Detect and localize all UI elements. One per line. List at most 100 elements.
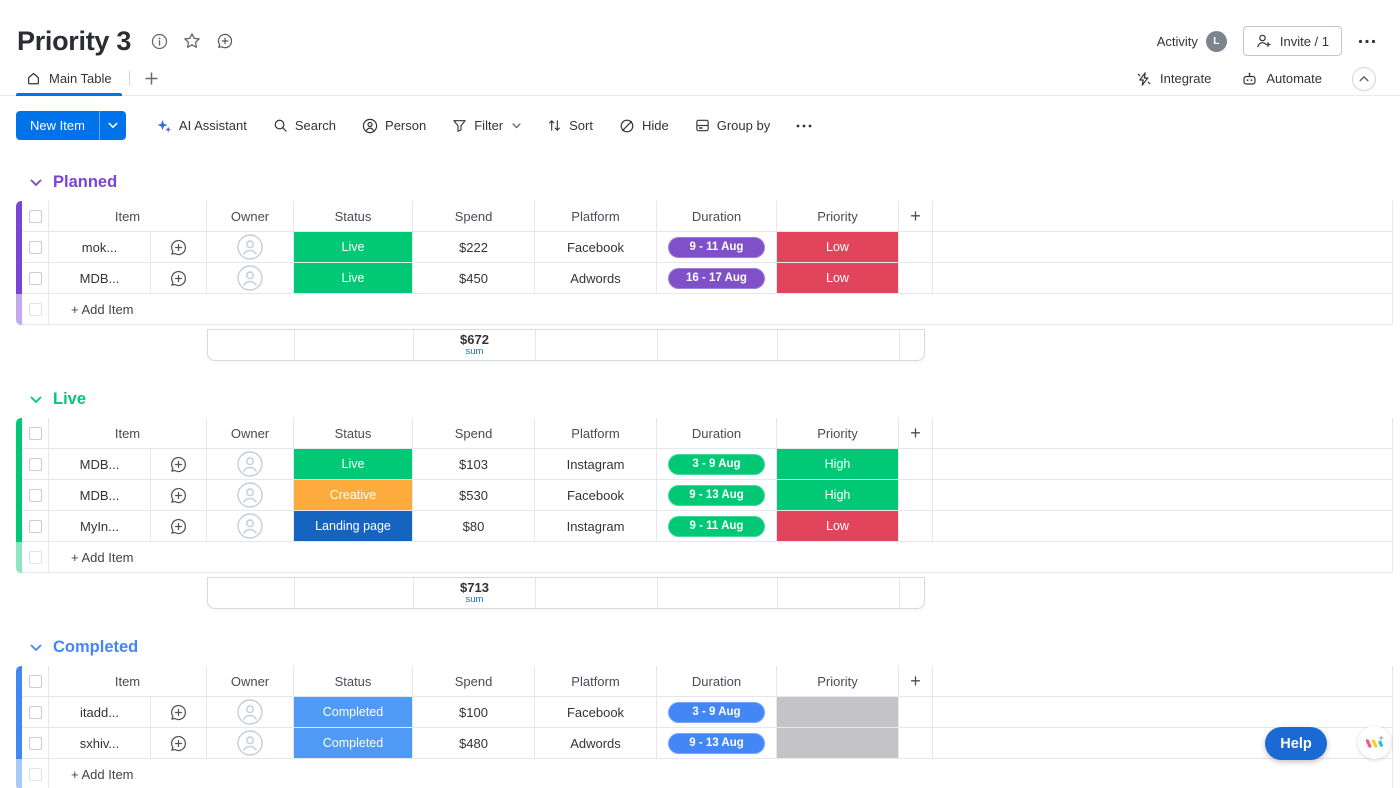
new-item-dropdown[interactable]: [98, 111, 126, 140]
duration-cell[interactable]: 16 - 17 Aug: [657, 263, 777, 294]
column-header-duration[interactable]: Duration: [657, 666, 777, 697]
search-button[interactable]: Search: [263, 111, 346, 140]
column-header-item[interactable]: Item: [49, 201, 207, 232]
item-name[interactable]: MyIn...: [49, 511, 151, 542]
column-header-status[interactable]: Status: [294, 201, 413, 232]
row-checkbox[interactable]: [22, 697, 49, 728]
open-conversation-button[interactable]: [151, 480, 207, 511]
priority-cell[interactable]: High: [777, 480, 899, 511]
platform-cell[interactable]: Facebook: [535, 697, 657, 728]
row-checkbox[interactable]: [22, 449, 49, 480]
spend-cell[interactable]: $103: [413, 449, 535, 480]
owner-cell[interactable]: [207, 232, 294, 263]
item-name[interactable]: mok...: [49, 232, 151, 263]
owner-cell[interactable]: [207, 480, 294, 511]
spend-cell[interactable]: $100: [413, 697, 535, 728]
row-checkbox[interactable]: [22, 728, 49, 759]
status-cell[interactable]: Completed: [294, 697, 413, 728]
column-header-owner[interactable]: Owner: [207, 418, 294, 449]
select-all-checkbox[interactable]: [22, 666, 49, 697]
column-header-platform[interactable]: Platform: [535, 666, 657, 697]
ai-assistant-button[interactable]: AI Assistant: [146, 111, 257, 140]
new-item-button[interactable]: New Item: [16, 111, 126, 140]
filter-dropdown-icon[interactable]: [512, 123, 521, 129]
collapse-header-button[interactable]: [1352, 66, 1376, 91]
integrate-button[interactable]: Integrate: [1136, 71, 1211, 87]
group-title[interactable]: Planned: [53, 173, 118, 191]
platform-cell[interactable]: Instagram: [535, 449, 657, 480]
open-conversation-button[interactable]: [151, 449, 207, 480]
status-cell[interactable]: Completed: [294, 728, 413, 759]
duration-pill[interactable]: 9 - 13 Aug: [668, 732, 765, 754]
duration-cell[interactable]: 9 - 11 Aug: [657, 511, 777, 542]
owner-cell[interactable]: [207, 449, 294, 480]
status-cell[interactable]: Live: [294, 232, 413, 263]
column-header-duration[interactable]: Duration: [657, 201, 777, 232]
duration-cell[interactable]: 3 - 9 Aug: [657, 449, 777, 480]
more-options-icon[interactable]: [1358, 39, 1376, 44]
group-title[interactable]: Live: [53, 390, 87, 408]
group-title[interactable]: Completed: [53, 638, 139, 656]
priority-cell[interactable]: [777, 728, 899, 759]
column-header-priority[interactable]: Priority: [777, 666, 899, 697]
column-header-owner[interactable]: Owner: [207, 666, 294, 697]
row-checkbox[interactable]: [22, 232, 49, 263]
status-cell[interactable]: Live: [294, 263, 413, 294]
spend-cell[interactable]: $80: [413, 511, 535, 542]
platform-cell[interactable]: Instagram: [535, 511, 657, 542]
platform-cell[interactable]: Adwords: [535, 263, 657, 294]
column-header-owner[interactable]: Owner: [207, 201, 294, 232]
add-column-button[interactable]: +: [899, 201, 933, 232]
help-button[interactable]: Help: [1265, 727, 1327, 760]
activity-button[interactable]: Activity L: [1157, 30, 1227, 52]
owner-cell[interactable]: [207, 697, 294, 728]
column-header-status[interactable]: Status: [294, 418, 413, 449]
open-conversation-button[interactable]: [151, 728, 207, 759]
duration-cell[interactable]: 9 - 13 Aug: [657, 728, 777, 759]
status-cell[interactable]: Landing page: [294, 511, 413, 542]
spend-cell[interactable]: $222: [413, 232, 535, 263]
column-header-spend[interactable]: Spend: [413, 418, 535, 449]
status-cell[interactable]: Live: [294, 449, 413, 480]
column-header-priority[interactable]: Priority: [777, 201, 899, 232]
spend-cell[interactable]: $450: [413, 263, 535, 294]
spend-cell[interactable]: $480: [413, 728, 535, 759]
hide-button[interactable]: Hide: [609, 111, 679, 140]
tab-main-table[interactable]: Main Table: [16, 62, 122, 96]
open-conversation-button[interactable]: [151, 511, 207, 542]
priority-cell[interactable]: High: [777, 449, 899, 480]
duration-pill[interactable]: 3 - 9 Aug: [668, 701, 765, 723]
select-all-checkbox[interactable]: [22, 418, 49, 449]
column-header-item[interactable]: Item: [49, 418, 207, 449]
filter-button[interactable]: Filter: [442, 111, 531, 140]
platform-cell[interactable]: Facebook: [535, 480, 657, 511]
column-header-spend[interactable]: Spend: [413, 201, 535, 232]
automate-button[interactable]: Automate: [1241, 71, 1322, 87]
column-header-platform[interactable]: Platform: [535, 201, 657, 232]
duration-pill[interactable]: 9 - 11 Aug: [668, 515, 765, 537]
duration-pill[interactable]: 9 - 11 Aug: [668, 236, 765, 258]
status-cell[interactable]: Creative: [294, 480, 413, 511]
item-name[interactable]: sxhiv...: [49, 728, 151, 759]
add-item-button[interactable]: + Add Item: [49, 294, 1393, 325]
column-header-item[interactable]: Item: [49, 666, 207, 697]
row-checkbox[interactable]: [22, 263, 49, 294]
platform-cell[interactable]: Facebook: [535, 232, 657, 263]
duration-pill[interactable]: 9 - 13 Aug: [668, 484, 765, 506]
sort-button[interactable]: Sort: [537, 111, 603, 140]
spend-cell[interactable]: $530: [413, 480, 535, 511]
item-name[interactable]: MDB...: [49, 480, 151, 511]
open-conversation-button[interactable]: [151, 232, 207, 263]
priority-cell[interactable]: Low: [777, 263, 899, 294]
priority-cell[interactable]: [777, 697, 899, 728]
duration-cell[interactable]: 9 - 13 Aug: [657, 480, 777, 511]
group-collapse-icon[interactable]: [30, 644, 42, 652]
group-by-button[interactable]: Group by: [685, 111, 780, 140]
toolbar-more-button[interactable]: [786, 111, 822, 140]
item-name[interactable]: itadd...: [49, 697, 151, 728]
star-icon[interactable]: [183, 32, 201, 50]
priority-cell[interactable]: Low: [777, 232, 899, 263]
column-header-duration[interactable]: Duration: [657, 418, 777, 449]
app-logo-badge[interactable]: [1358, 726, 1391, 759]
row-checkbox[interactable]: [22, 480, 49, 511]
